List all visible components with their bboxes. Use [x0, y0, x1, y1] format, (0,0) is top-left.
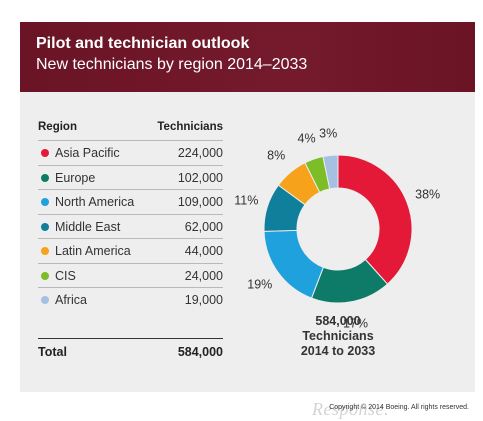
table-row: Europe 102,000 — [38, 164, 223, 190]
donut-slice-north-america — [263, 229, 324, 299]
table-row: Africa 19,000 — [38, 287, 223, 312]
table-row: CIS 24,000 — [38, 262, 223, 288]
technician-count: 19,000 — [184, 293, 223, 307]
chart-subtitle: New technicians by region 2014–2033 — [36, 56, 308, 73]
slice-label: 11% — [234, 194, 258, 208]
total-label: Total — [38, 345, 67, 359]
table-header: Region Technicians — [38, 121, 223, 135]
caption-period: 2014 to 2033 — [300, 344, 376, 358]
response-logo: Response. — [312, 399, 389, 419]
technician-count: 102,000 — [177, 170, 223, 185]
legend-dot-icon — [41, 296, 49, 304]
legend-dot-icon — [41, 271, 49, 280]
donut-slice-africa — [322, 154, 339, 190]
column-header-technicians: Technicians — [157, 121, 223, 133]
table-row: North America 109,000 — [38, 189, 223, 214]
caption-total: 584,000 — [315, 314, 361, 328]
technician-count: 44,000 — [184, 244, 223, 258]
slice-label: 17% — [343, 316, 368, 330]
region-name: Asia Pacific — [55, 146, 120, 160]
slice-label: 19% — [247, 278, 272, 292]
footer: Response. Copyright © 2014 Boeing. All r… — [20, 392, 475, 421]
legend-dot-icon — [41, 173, 49, 182]
legend-dot-icon — [41, 149, 49, 157]
region-table: Asia Pacific 224,000 Europe 102,000 North … — [38, 140, 223, 312]
header-banner: Pilot and technician outlook New technic… — [20, 22, 475, 92]
legend-dot-icon — [41, 247, 49, 255]
caption-unit: Technicians — [302, 329, 374, 343]
technician-count: 24,000 — [184, 268, 223, 283]
table-row: Middle East 62,000 — [38, 213, 223, 239]
total-value: 584,000 — [177, 345, 223, 359]
donut-slice-asia-pacific — [337, 154, 413, 285]
technician-count: 62,000 — [184, 219, 223, 234]
region-name: CIS — [55, 268, 76, 283]
donut-chart: 38% 17% 19% 11% 8% 4% 3% — [234, 127, 440, 331]
region-name: Europe — [55, 170, 96, 185]
chart-title: Pilot and technician outlook — [36, 35, 250, 52]
technician-count: 109,000 — [177, 195, 223, 209]
legend-dot-icon — [41, 198, 49, 206]
technician-count: 224,000 — [177, 146, 223, 160]
region-name: North America — [55, 195, 135, 209]
region-name: Latin America — [55, 244, 131, 258]
slice-label: 3% — [319, 127, 337, 141]
legend-dot-icon — [41, 222, 49, 231]
region-name: Middle East — [55, 219, 121, 234]
slice-label: 38% — [415, 188, 440, 202]
table-row: Latin America 44,000 — [38, 238, 223, 263]
region-name: Africa — [55, 293, 87, 307]
slice-label: 4% — [298, 131, 316, 145]
slice-label: 8% — [267, 149, 285, 163]
content-panel: Region Technicians Asia Pacific 224,000 E… — [20, 92, 475, 392]
donut-caption: 584,000 Technicians 2014 to 2033 — [278, 314, 398, 359]
column-header-region: Region — [38, 121, 77, 133]
total-row: Total 584,000 — [38, 338, 223, 365]
table-row: Asia Pacific 224,000 — [38, 140, 223, 165]
copyright-text: Copyright © 2014 Boeing. All rights rese… — [329, 404, 469, 411]
